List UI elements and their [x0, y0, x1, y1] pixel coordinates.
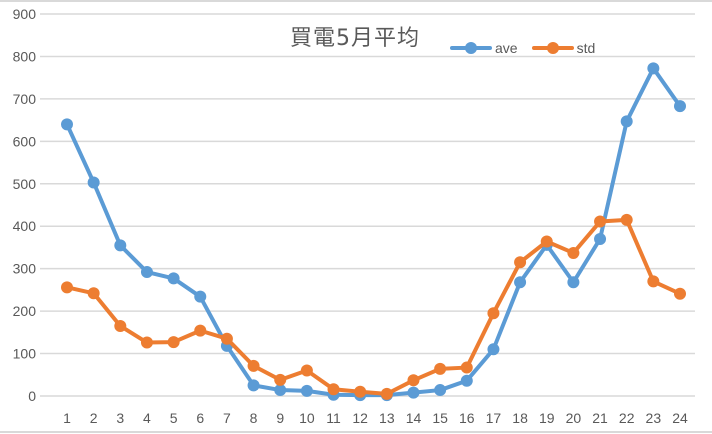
data-point-marker [300, 364, 313, 377]
data-point-marker [460, 361, 473, 374]
series-line [65, 66, 682, 398]
data-point-marker [140, 336, 153, 349]
data-point-marker [514, 256, 527, 269]
x-tick-label: 16 [459, 410, 475, 426]
data-point-marker [487, 307, 500, 320]
x-tick-label: 19 [539, 410, 555, 426]
data-point-marker [87, 176, 100, 189]
data-point-marker [61, 281, 73, 294]
legend-label: std [576, 40, 596, 56]
x-tick-label: 21 [592, 410, 608, 426]
x-tick-label: 5 [170, 410, 178, 426]
data-point-marker [61, 118, 73, 131]
x-tick-label: 15 [432, 410, 448, 426]
y-axis-ticks: 0 100 200 300 400 500 600 700 800 900 [13, 6, 37, 404]
data-point-marker [674, 100, 686, 113]
data-point-marker [647, 275, 660, 288]
data-point-marker [460, 374, 473, 387]
x-tick-label: 3 [116, 410, 124, 426]
y-tick-label: 200 [13, 303, 37, 319]
data-point-marker [167, 272, 180, 285]
data-point-marker [434, 384, 447, 397]
legend: ave std [450, 40, 609, 56]
legend-item-std: std [531, 40, 596, 56]
data-point-marker [274, 384, 287, 397]
y-tick-label: 400 [13, 218, 37, 234]
data-point-marker [114, 319, 127, 332]
data-point-marker [327, 383, 340, 396]
x-tick-label: 22 [619, 410, 635, 426]
data-point-marker [594, 215, 607, 228]
y-tick-label: 800 [13, 48, 37, 64]
x-tick-label: 1 [63, 410, 71, 426]
legend-line-marker-icon [450, 41, 492, 55]
data-point-marker [167, 336, 180, 349]
y-tick-label: 700 [13, 91, 37, 107]
data-point-marker [487, 343, 500, 356]
series-ave [61, 62, 686, 402]
chart-title: 買電5月平均 [290, 26, 420, 51]
data-point-marker [194, 290, 207, 303]
data-point-marker [514, 276, 527, 289]
data-point-marker [380, 387, 393, 400]
legend-item-ave: ave [450, 40, 518, 56]
data-point-marker [594, 232, 607, 245]
y-tick-label: 300 [13, 261, 37, 277]
data-point-marker [300, 384, 313, 397]
top-border [0, 0, 712, 2]
y-tick-label: 900 [13, 6, 37, 22]
y-tick-label: 600 [13, 133, 37, 149]
data-point-marker [354, 385, 367, 398]
x-axis-ticks: 1 2 3 4 5 6 7 8 9 10 11 12 13 14 15 16 17 18 19 20 21 22 23 24 [63, 410, 688, 426]
x-tick-label: 2 [90, 410, 98, 426]
data-point-marker [87, 287, 100, 300]
data-point-marker [247, 359, 260, 372]
legend-line-marker-icon [531, 41, 574, 55]
data-point-marker [274, 373, 287, 386]
data-point-marker [567, 246, 580, 259]
data-point-marker [247, 379, 260, 392]
bottom-border [0, 431, 712, 433]
data-point-marker [194, 324, 207, 337]
series-line [65, 217, 682, 396]
x-tick-label: 17 [486, 410, 502, 426]
data-point-marker [434, 362, 447, 375]
x-tick-label: 9 [276, 410, 284, 426]
data-point-marker [407, 374, 420, 387]
data-point-marker [220, 332, 233, 345]
x-tick-label: 14 [406, 410, 422, 426]
data-point-marker [540, 235, 553, 248]
x-tick-label: 11 [326, 410, 341, 426]
legend-label: ave [495, 40, 518, 56]
x-tick-label: 8 [250, 410, 258, 426]
gridlines [40, 13, 695, 397]
y-tick-label: 100 [13, 346, 37, 362]
x-tick-label: 24 [672, 410, 688, 426]
x-tick-label: 7 [223, 410, 231, 426]
x-tick-label: 4 [143, 410, 151, 426]
x-tick-label: 10 [299, 410, 315, 426]
x-tick-label: 13 [379, 410, 395, 426]
x-tick-label: 12 [352, 410, 368, 426]
x-tick-label: 20 [566, 410, 582, 426]
x-tick-label: 6 [196, 410, 204, 426]
data-point-marker [567, 276, 580, 289]
data-point-marker [407, 386, 420, 399]
data-point-marker [620, 115, 633, 128]
data-point-marker [114, 239, 127, 252]
series-std [61, 213, 686, 400]
series-lines [61, 62, 686, 402]
data-point-marker [140, 266, 153, 279]
data-point-marker [620, 213, 633, 226]
y-tick-label: 0 [28, 388, 36, 404]
y-tick-label: 500 [13, 176, 37, 192]
data-point-marker [674, 287, 686, 300]
x-tick-label: 23 [646, 410, 662, 426]
x-tick-label: 18 [512, 410, 528, 426]
data-point-marker [647, 62, 660, 75]
